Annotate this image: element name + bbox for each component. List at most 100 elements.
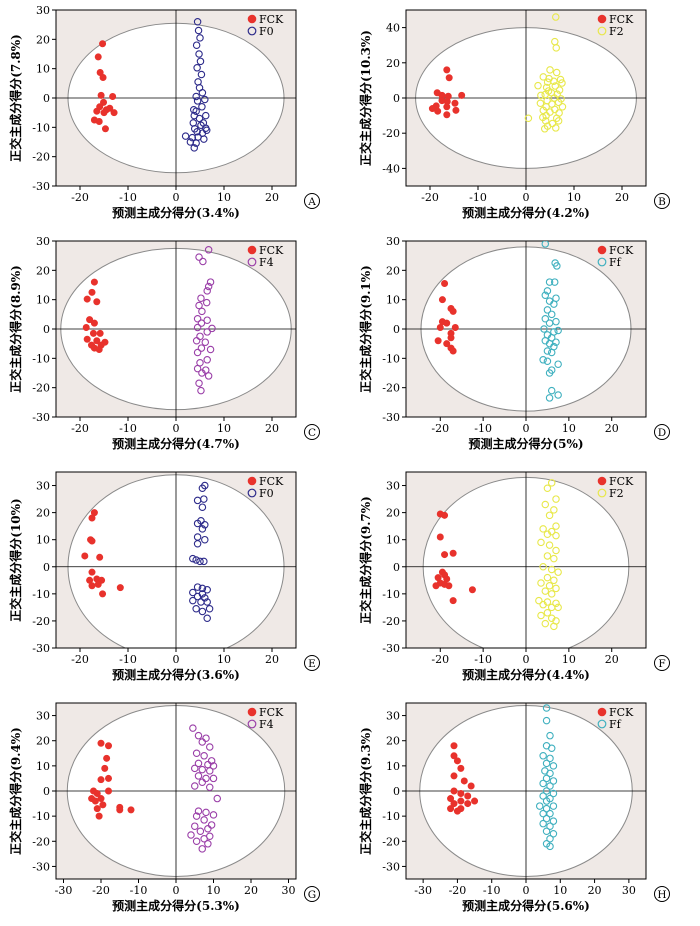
- data-point: [542, 716, 551, 725]
- x-tick-label: -20: [71, 422, 89, 435]
- data-point: [535, 802, 544, 810]
- data-point: [106, 104, 114, 112]
- data-point: [192, 812, 201, 820]
- data-point: [467, 782, 475, 790]
- data-point: [192, 556, 200, 564]
- data-point: [552, 599, 560, 608]
- x-tick-label: 10: [207, 884, 221, 897]
- data-point: [95, 346, 103, 354]
- data-point: [545, 319, 554, 327]
- data-point: [196, 57, 205, 66]
- x-axis-label: 预测主成分得分(4.2%): [462, 205, 590, 220]
- legend-marker: [247, 245, 257, 255]
- data-point: [543, 484, 552, 492]
- chart-panel-d: -20 -10 0 10 20 -30 -20 -10 0 10 20 30 预测主成分得分(5%) 正交…: [350, 231, 700, 462]
- data-point: [198, 503, 207, 511]
- panel-letter: C: [308, 427, 316, 439]
- data-point: [197, 70, 206, 79]
- data-point: [200, 752, 208, 760]
- data-point: [445, 74, 453, 82]
- panel-letter-badge: [654, 193, 670, 209]
- data-point: [83, 295, 91, 303]
- data-point: [198, 525, 207, 533]
- data-point: [451, 99, 459, 107]
- data-point: [537, 91, 545, 100]
- data-point: [553, 262, 561, 270]
- data-point: [471, 797, 479, 805]
- x-tick-label: -10: [474, 653, 492, 666]
- x-tick-label: 20: [265, 422, 279, 435]
- data-point: [546, 754, 554, 763]
- x-tick-label: -10: [483, 884, 501, 897]
- data-point: [555, 86, 564, 94]
- data-point: [198, 484, 207, 492]
- data-point: [558, 79, 566, 87]
- data-point: [195, 301, 203, 310]
- y-tick-label: 10: [386, 294, 400, 307]
- data-point: [206, 743, 214, 751]
- data-point: [209, 811, 218, 819]
- data-point: [447, 805, 455, 813]
- legend-marker: [247, 707, 257, 717]
- series-ff: [539, 241, 562, 402]
- data-point: [445, 582, 453, 590]
- data-point: [201, 95, 209, 104]
- y-tick-label: 0: [43, 561, 50, 574]
- data-point: [468, 586, 476, 594]
- data-point: [443, 111, 451, 119]
- series-fck: [88, 739, 135, 820]
- y-tick-label: 10: [386, 760, 400, 773]
- data-point: [547, 479, 556, 487]
- chart-panel-a: -20 -10 0 10 20 -30 -20 -10 0 10 20 30 预测主成分得分(3.4%)…: [0, 0, 350, 231]
- panel-letter-badge: [304, 193, 320, 209]
- data-point: [556, 75, 565, 84]
- data-point: [193, 127, 201, 136]
- scatter-svg: -30 -20 -10 0 10 20 30 -30 -20 -10 0 10 20 30 预测主成分得分(…: [358, 702, 670, 913]
- data-point: [198, 584, 207, 593]
- data-point: [554, 603, 562, 612]
- data-point: [540, 325, 548, 333]
- data-point: [554, 98, 563, 107]
- data-point: [95, 117, 103, 125]
- data-point: [204, 282, 213, 291]
- data-point: [545, 369, 554, 377]
- data-point: [536, 99, 545, 108]
- legend-label: FCK: [259, 13, 284, 26]
- data-point: [197, 319, 206, 327]
- data-point: [97, 91, 105, 99]
- x-tick-label: -10: [474, 422, 492, 435]
- data-point: [453, 757, 461, 765]
- data-point: [206, 345, 215, 354]
- data-point: [203, 356, 211, 364]
- x-axis-label: 预测主成分得分(3.4%): [112, 205, 240, 220]
- data-point: [450, 772, 458, 780]
- panel-letter: A: [307, 196, 316, 208]
- data-point: [203, 598, 211, 606]
- data-point: [449, 307, 457, 315]
- series-f0: [181, 17, 211, 152]
- y-tick-label: 30: [386, 235, 400, 248]
- data-point: [552, 495, 560, 503]
- series-f4: [192, 246, 216, 395]
- data-point: [524, 114, 533, 122]
- x-tick-label: 10: [217, 653, 231, 666]
- y-tick-label: -30: [382, 411, 400, 424]
- data-point: [201, 594, 209, 602]
- data-point: [550, 576, 558, 585]
- y-tick-label: 10: [36, 760, 50, 773]
- data-point: [194, 759, 203, 768]
- data-point: [546, 731, 554, 740]
- panel-letter-badge: [304, 886, 320, 902]
- x-tick-label: -10: [130, 884, 148, 897]
- chart-panel-e: -20 -10 0 10 20 -30 -20 -10 0 10 20 30 预测主成分得分(3.6%)…: [0, 462, 350, 693]
- y-tick-label: 0: [393, 785, 400, 798]
- y-tick-label: 30: [36, 235, 50, 248]
- data-point: [196, 557, 204, 566]
- data-point: [543, 609, 552, 617]
- data-point: [552, 44, 560, 52]
- data-point: [202, 774, 210, 783]
- x-tick-label: -10: [119, 191, 137, 204]
- data-point: [105, 787, 113, 795]
- y-tick-label: -20: [32, 382, 50, 395]
- data-point: [550, 300, 558, 308]
